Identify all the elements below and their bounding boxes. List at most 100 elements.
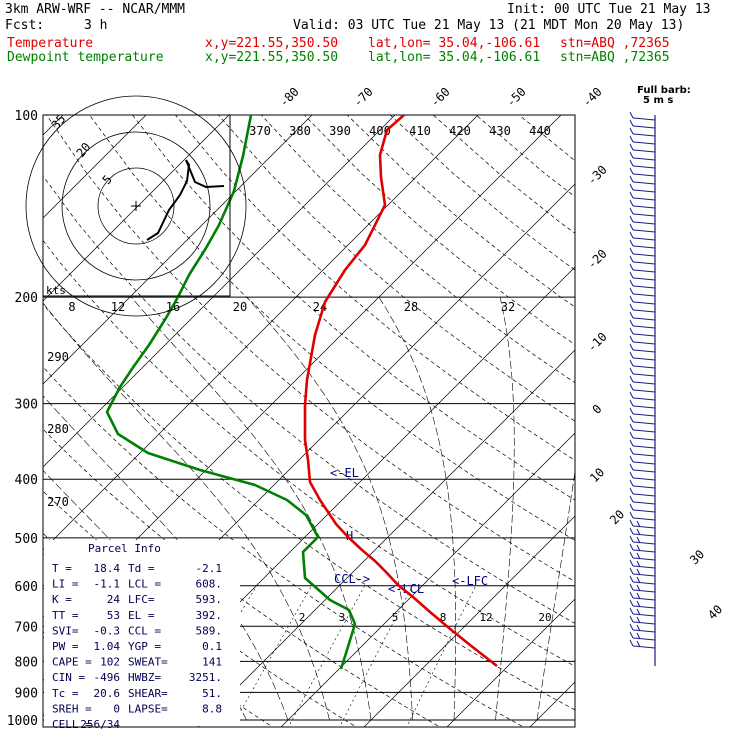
parcel-row-field: 102 xyxy=(100,656,120,669)
pressure-tick-label: 600 xyxy=(15,580,38,595)
isotherm-label-right: 10 xyxy=(587,465,607,485)
isotherm-label-top: -80 xyxy=(277,85,302,110)
mixing-ratio-line xyxy=(288,585,365,727)
wind-barb-flag xyxy=(629,175,634,183)
dry-adiabat-line xyxy=(346,115,575,308)
wind-barb-flag xyxy=(629,495,634,503)
wind-barb xyxy=(632,341,656,345)
wind-barb-flag xyxy=(636,560,641,568)
parcel-row-field: Td = xyxy=(128,562,155,575)
dry-adiabat-line xyxy=(304,115,575,346)
theta-label: 390 xyxy=(329,124,351,138)
wind-barb-flag xyxy=(629,151,634,159)
wind-barb-flag xyxy=(629,183,634,191)
pressure-tick-label: 400 xyxy=(15,473,38,488)
wind-barb xyxy=(632,493,656,497)
wind-barb xyxy=(632,557,656,561)
parcel-row-field: 256/34 xyxy=(80,718,120,731)
pressure-tick-label: 1000 xyxy=(7,714,38,729)
wind-barb xyxy=(632,365,656,369)
annotation-h: H xyxy=(346,529,353,543)
wind-barb-flag xyxy=(629,207,634,215)
mixing-ratio-label-lower: 5 xyxy=(392,611,399,624)
parcel-row-field: CAPE = xyxy=(52,656,92,669)
wind-barb xyxy=(632,629,656,633)
wind-barb-flag xyxy=(629,239,634,247)
wind-barb-flag xyxy=(629,391,634,399)
wind-barb-flag xyxy=(629,567,634,575)
parcel-row-field: 24 xyxy=(107,593,121,606)
hodograph-ring xyxy=(61,131,211,281)
legend-dewpoint-label: Dewpoint temperature xyxy=(7,50,164,65)
wind-barb-flag xyxy=(629,247,634,255)
wind-barb xyxy=(632,413,656,417)
wind-barb-flag xyxy=(629,255,634,263)
wind-barb-flag xyxy=(629,279,634,287)
isotherm-line xyxy=(607,115,740,733)
parcel-row-field: 141 xyxy=(202,656,222,669)
wind-barb xyxy=(632,381,656,385)
wind-barb xyxy=(632,309,656,313)
dry-adiabat-line xyxy=(43,239,575,667)
wind-barb xyxy=(632,325,656,329)
wind-barb xyxy=(632,621,656,625)
wind-barb-flag xyxy=(629,367,634,375)
wind-barb xyxy=(632,533,656,537)
legend-temperature-latlon: lat,lon= 35.04,-106.61 xyxy=(368,36,541,51)
wind-barb-flag xyxy=(629,511,634,519)
wind-barb-flag xyxy=(629,559,634,567)
wind-barb-flag xyxy=(636,608,641,616)
wind-barb xyxy=(632,421,656,425)
wind-barb xyxy=(632,637,656,641)
forecast-label: Fcst: xyxy=(5,18,45,33)
wind-barb xyxy=(632,245,656,249)
wind-barb-flag xyxy=(629,479,634,487)
wind-barb xyxy=(632,389,656,393)
isotherm-line xyxy=(43,115,230,302)
wind-barb xyxy=(632,429,656,433)
forecast-hour: 3 h xyxy=(84,18,108,33)
wind-barb-flag xyxy=(629,471,634,479)
pressure-tick-label: 500 xyxy=(15,532,38,547)
wind-barb-flag xyxy=(629,639,634,647)
theta-label: 440 xyxy=(529,124,551,138)
parcel-row-field: TT = xyxy=(52,609,79,622)
parcel-row-field: 0.1 xyxy=(202,640,222,653)
legend-temperature-station: stn=ABQ ,72365 xyxy=(560,36,670,51)
parcel-row-field: 392. xyxy=(196,609,223,622)
wind-barb-flag xyxy=(629,543,634,551)
wind-barb xyxy=(632,197,656,201)
wind-barb xyxy=(632,461,656,465)
wind-barb xyxy=(632,501,656,505)
wind-barb xyxy=(632,213,656,217)
parcel-row-field: PW = xyxy=(52,640,79,653)
isotherm-label-right: -20 xyxy=(585,247,610,272)
wind-barb-flag xyxy=(629,527,634,535)
parcel-row-field: -1.1 xyxy=(94,578,121,591)
wind-barb-flag xyxy=(629,167,634,175)
wind-barb-flag xyxy=(629,463,634,471)
wind-barb xyxy=(632,517,656,521)
wind-barb-flag xyxy=(629,199,634,207)
wind-barb xyxy=(632,573,656,577)
parcel-row-field: SHEAR= xyxy=(128,687,168,700)
wind-barb xyxy=(632,509,656,513)
parcel-row-field: 593. xyxy=(196,593,223,606)
hodograph-trace xyxy=(146,159,225,241)
wind-barb-flag xyxy=(629,359,634,367)
wind-barb-flag xyxy=(636,632,641,640)
wind-barb xyxy=(632,597,656,601)
parcel-row-field: LAPSE= xyxy=(128,702,168,715)
parcel-row-field: SREH = xyxy=(52,702,92,715)
isotherm-label-lower-right: 40 xyxy=(705,602,725,622)
isotherm-label-right: 0 xyxy=(590,402,605,417)
wind-barb xyxy=(632,229,656,233)
isotherm-line xyxy=(280,432,575,727)
pressure-tick-label: 200 xyxy=(15,291,38,306)
isotherm-line xyxy=(363,515,575,727)
wind-barb-flag xyxy=(629,615,634,623)
parcel-row-field: K = xyxy=(52,593,72,606)
parcel-row-field: EL = xyxy=(128,609,155,622)
wind-barb xyxy=(632,317,656,321)
